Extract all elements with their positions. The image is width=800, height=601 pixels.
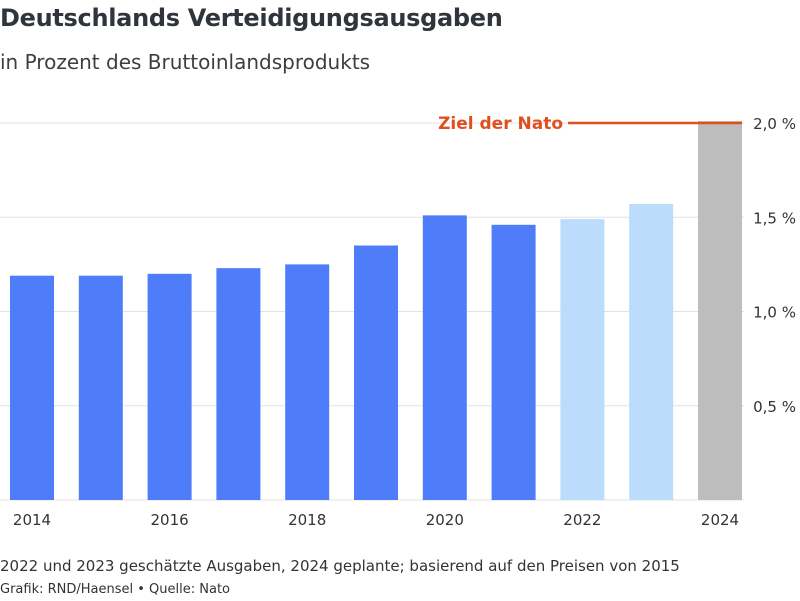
y-tick-label: 1,0 % bbox=[753, 304, 796, 322]
bar bbox=[354, 245, 398, 500]
bar bbox=[629, 204, 674, 500]
x-tick-label: 2018 bbox=[288, 511, 326, 529]
x-tick-label: 2024 bbox=[701, 511, 739, 529]
bar bbox=[422, 215, 467, 501]
chart-credit: Grafik: RND/Haensel • Quelle: Nato bbox=[0, 582, 231, 597]
y-tick-label: 2,0 % bbox=[753, 115, 796, 133]
bar bbox=[78, 275, 123, 500]
bar bbox=[10, 275, 54, 500]
chart-title: Deutschlands Verteidigungsausgaben bbox=[0, 4, 503, 32]
bar bbox=[216, 268, 261, 500]
bar bbox=[285, 264, 330, 500]
chart-footnote: 2022 und 2023 geschätzte Ausgaben, 2024 … bbox=[0, 557, 680, 575]
y-tick-label: 1,5 % bbox=[753, 209, 796, 227]
bar bbox=[491, 224, 536, 501]
bar bbox=[147, 273, 192, 500]
bar bbox=[560, 219, 605, 500]
bar bbox=[698, 121, 742, 501]
x-tick-label: 2016 bbox=[151, 511, 189, 529]
x-tick-label: 2014 bbox=[13, 511, 51, 529]
x-tick-label: 2022 bbox=[563, 511, 601, 529]
x-tick-label: 2020 bbox=[426, 511, 464, 529]
chart-subtitle: in Prozent des Bruttoinlandsprodukts bbox=[0, 50, 371, 74]
y-tick-label: 0,5 % bbox=[753, 398, 796, 416]
nato-target-label: Ziel der Nato bbox=[438, 114, 563, 134]
